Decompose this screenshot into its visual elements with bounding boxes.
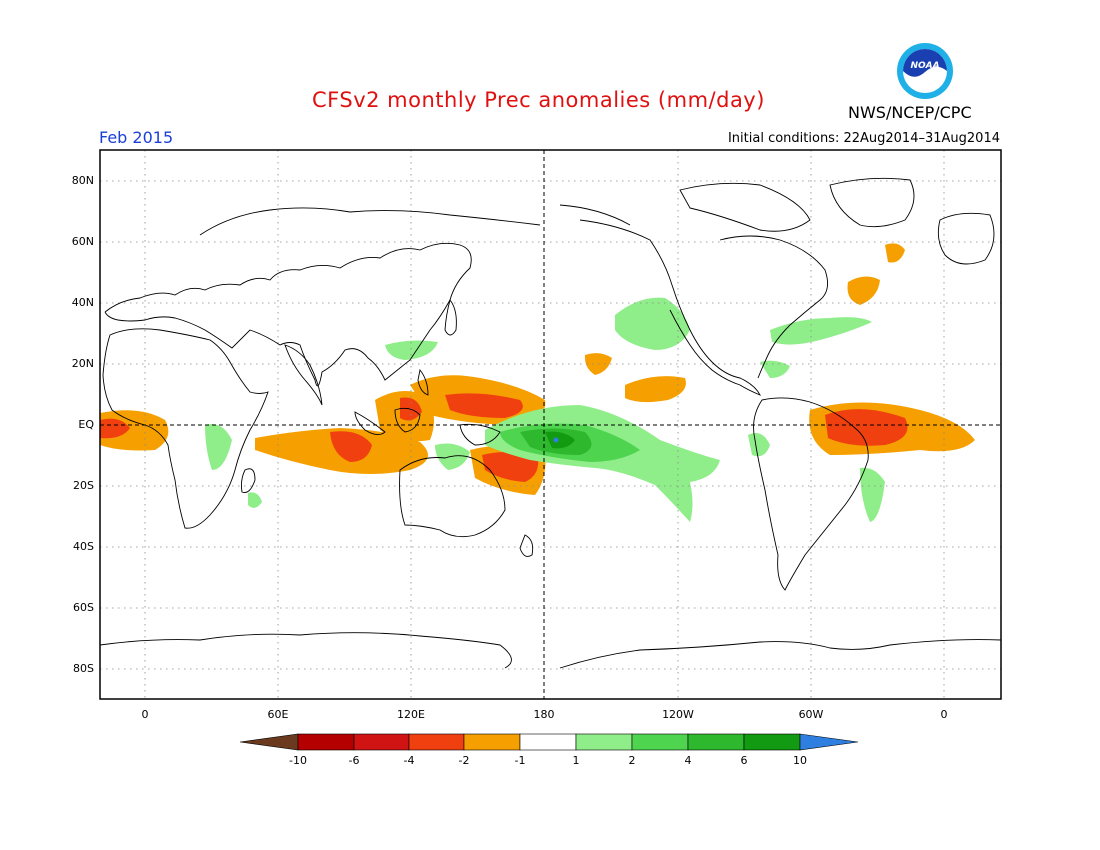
- logo-text: NOAA: [910, 61, 939, 71]
- anomaly-dry-natl: [847, 276, 880, 305]
- anomaly-dry-atlantic-core: [825, 409, 908, 446]
- coast-south-america: [753, 397, 869, 591]
- coast-australia: [399, 455, 506, 538]
- anomaly-wet-australia: [435, 443, 470, 470]
- lon-label: 60E: [267, 708, 289, 721]
- anomaly-wet-safrica: [248, 492, 262, 508]
- lat-label: 80S: [73, 662, 94, 675]
- lat-label: 60N: [71, 235, 94, 248]
- lon-label: 60W: [798, 708, 824, 721]
- lat-label: 60S: [73, 601, 94, 614]
- coast-japan: [444, 299, 457, 336]
- coast-newguinea: [459, 423, 501, 446]
- colorbar-bin: [743, 733, 801, 751]
- anomaly-wet-caribbean: [760, 360, 790, 378]
- coast-svalbard: [937, 212, 995, 265]
- anomaly-wet-amazon: [748, 432, 770, 457]
- colorbar-bin: [519, 733, 577, 751]
- coast-north-america: [579, 219, 829, 396]
- lat-label: EQ: [78, 418, 94, 431]
- colorbar-label: -6: [348, 754, 360, 767]
- coastlines: [100, 177, 1001, 669]
- colorbar-label: -10: [289, 754, 307, 767]
- anomaly-wet-shading: [205, 297, 885, 522]
- colorbar-bin: [687, 733, 745, 751]
- colorbar: [239, 733, 859, 751]
- colorbar-bin: [408, 733, 465, 751]
- anomaly-dry-indian-core: [330, 431, 372, 462]
- anomaly-wet-samerica: [860, 467, 885, 522]
- lon-label: 0: [141, 708, 149, 721]
- lon-label: 180: [533, 708, 555, 721]
- lat-label: 80N: [71, 174, 94, 187]
- anomaly-dry-nwpac-core: [445, 393, 523, 418]
- coast-sumatra: [354, 411, 386, 435]
- colorbar-label: 1: [572, 754, 580, 767]
- coast-antarctica: [100, 632, 1001, 669]
- coast-newzealand: [519, 534, 534, 557]
- coast-canada-arctic: [679, 182, 811, 232]
- colorbar-bin: [297, 733, 355, 751]
- coast-borneo: [394, 407, 421, 433]
- anomaly-wet-natl: [770, 317, 872, 345]
- lat-label: 20S: [73, 479, 94, 492]
- colorbar-label: 2: [628, 754, 636, 767]
- colorbar-bin: [353, 733, 410, 751]
- colorbar-bin: [463, 733, 521, 751]
- colorbar-low-arrow: [239, 733, 299, 751]
- coast-eurasia: [104, 242, 472, 387]
- anomaly-wet-npac: [615, 297, 690, 350]
- colorbar-bin: [631, 733, 689, 751]
- colorbar-label: -1: [514, 754, 526, 767]
- plot-frame: [99, 149, 1002, 700]
- lat-label: 40S: [73, 540, 94, 553]
- colorbar-label: -2: [458, 754, 470, 767]
- anomaly-wet-central-pac-max: [545, 431, 575, 449]
- lon-label: 120E: [397, 708, 425, 721]
- lon-label: 120W: [662, 708, 694, 721]
- colorbar-label: 6: [740, 754, 748, 767]
- coast-greenland: [829, 177, 915, 228]
- anomaly-dry-indian-west-core: [100, 418, 130, 439]
- coast-africa: [102, 328, 269, 529]
- colorbar-label: 4: [684, 754, 692, 767]
- lat-label: 20N: [71, 357, 94, 370]
- initial-conditions-label: Initial conditions: 22Aug2014–31Aug2014: [727, 131, 1000, 146]
- coast-india: [284, 344, 323, 406]
- credit-label: NWS/NCEP/CPC: [848, 103, 972, 122]
- anomaly-wet-india: [385, 340, 438, 360]
- colorbar-label: 10: [793, 754, 807, 767]
- lon-label: 0: [940, 708, 948, 721]
- forecast-month-label: Feb 2015: [99, 128, 174, 147]
- anomaly-wet-peak: [553, 437, 559, 443]
- anomaly-wet-indian: [205, 424, 232, 470]
- colorbar-bin: [575, 733, 633, 751]
- coast-madagascar: [240, 468, 256, 493]
- lat-label: 40N: [71, 296, 94, 309]
- coast-northern-asia: [199, 204, 631, 236]
- colorbar-high-arrow: [799, 733, 859, 751]
- map-title: CFSv2 monthly Prec anomalies (mm/day): [312, 88, 765, 112]
- coast-philippines: [417, 368, 429, 396]
- anomaly-dry-central-npac: [625, 376, 686, 403]
- noaa-logo: NOAA: [897, 43, 953, 99]
- anomaly-shading: [100, 243, 975, 495]
- graticule: [100, 150, 1001, 699]
- colorbar-label: -4: [403, 754, 415, 767]
- anomaly-dry-natl-2: [885, 243, 905, 263]
- anomaly-dry-swpac-core: [482, 452, 539, 482]
